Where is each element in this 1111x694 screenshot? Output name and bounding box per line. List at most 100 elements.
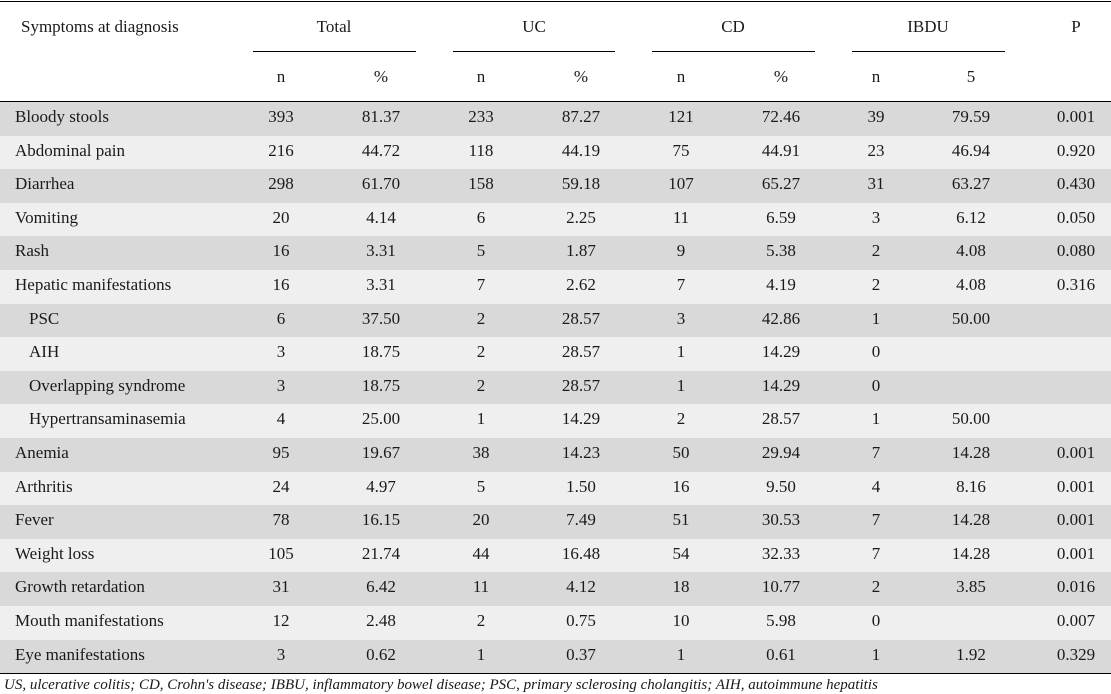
table-cell: 19.67 [361,442,401,462]
table-cell: 5.98 [766,610,796,630]
table-cell: 2 [871,577,881,597]
table-cell: 5 [476,476,486,496]
table-cell: 75 [672,140,690,160]
table-cell: 11 [672,207,690,227]
table-cell: 81.37 [361,107,401,126]
table-cell: 233 [468,107,494,126]
table-cell: 54 [672,543,690,563]
row-label: AIH [29,342,60,362]
group-rule-uc [453,51,615,52]
table-cell: 3 [276,342,286,362]
table-row: Arthritis 24 4.97 5 1.50 16 9.50 4 8.16 0.001 [0,471,1111,506]
table-cell: 7 [871,510,881,530]
table-cell: 18.75 [361,342,401,362]
table-cell: 59.18 [561,174,601,194]
subheader-cell: 5 [966,67,976,86]
table-cell: 0.62 [366,644,396,664]
table-cell: 46.94 [951,140,991,160]
row-label: Abdominal pain [15,140,126,160]
table-cell: 2.62 [566,274,596,294]
p-value-cell: 0.007 [1056,610,1096,630]
table-cell: 0 [871,342,881,362]
table-cell: 44.19 [561,140,601,160]
table-cell: 38 [472,442,490,462]
p-value-cell: 0.329 [1056,644,1096,664]
table-cell: 4.08 [956,241,986,261]
table-cell: 1 [871,644,881,664]
p-value-cell [1041,371,1111,405]
table-row: Fever 78 16.15 20 7.49 51 30.53 7 14.28 0.001 [0,505,1111,539]
table-cell: 0 [871,610,881,630]
table-cell: 4 [276,409,286,429]
table-cell [936,606,1006,640]
p-value-cell: 0.080 [1056,241,1096,261]
table-cell: 3.85 [956,577,986,597]
table-cell: 95 [272,442,290,462]
table-cell: 7.49 [566,510,596,530]
row-label: Hypertransaminasemia [29,409,186,429]
table-cell: 28.57 [561,342,601,362]
table-cell: 18.75 [361,375,401,395]
table-cell: 3 [676,308,686,328]
group-rule-ibdu [852,51,1005,52]
table-cell: 216 [268,140,294,160]
table-row: Hypertransaminasemia 4 25.00 1 14.29 2 28.57 1 5… [0,404,1111,438]
table-body: Bloody stools 393 81.37 233 87.27 121 72.46 39 7… [0,102,1111,674]
table-cell: 16.48 [561,543,601,563]
table-cell: 1 [676,644,686,664]
table-cell: 7 [871,442,881,462]
table-row: Abdominal pain 216 44.72 118 44.19 75 44.91 23 4… [0,135,1111,170]
table-cell: 16.15 [361,510,401,530]
table-footnote: US, ulcerative colitis; CD, Crohn's dise… [4,677,878,693]
table-row: Diarrhea 298 61.70 158 59.18 107 65.27 31 63.27 0… [0,169,1111,203]
table-cell: 158 [468,174,494,194]
table-cell: 24 [272,476,290,496]
table-cell: 6 [276,308,286,328]
row-label: Eye manifestations [15,644,145,664]
table-cell: 3.31 [366,241,396,261]
table-cell: 14.28 [951,543,991,563]
table-row: Eye manifestations 3 0.62 1 0.37 1 0.61 1 1.92 0.… [0,639,1111,674]
table-cell: 2.48 [366,610,396,630]
table-cell: 7 [476,274,486,294]
table-row: Bloody stools 393 81.37 233 87.27 121 72.46 39 7… [0,102,1111,136]
table-cell: 1 [676,342,686,362]
row-label: Weight loss [15,543,95,563]
p-value-cell: 0.001 [1056,510,1096,530]
table-cell: 6.12 [956,207,986,227]
row-label: Rash [15,241,49,261]
table-cell: 4.12 [566,577,596,597]
table-cell: 2 [476,342,486,362]
row-label: Mouth manifestations [15,610,164,630]
table-cell: 2 [871,241,881,261]
table-row: Weight loss 105 21.74 44 16.48 54 32.33 7 14.28 0… [0,538,1111,573]
header-symptoms: Symptoms at diagnosis [21,17,179,36]
table-cell: 18 [672,577,690,597]
table-cell: 28.57 [561,375,601,395]
subheader-cell: % [773,67,789,86]
table-cell: 2.25 [566,207,596,227]
table-cell: 16 [272,241,290,261]
table-cell: 0.37 [566,644,596,664]
subheader-cell: n [676,67,686,86]
table-cell: 14.29 [761,375,801,395]
table-row: Anemia 95 19.67 38 14.23 50 29.94 7 14.28 0.001 [0,437,1111,472]
p-value-cell: 0.016 [1056,577,1096,597]
table-cell: 4.14 [366,207,396,227]
table-cell: 14.29 [761,342,801,362]
table-cell: 2 [476,308,486,328]
table-row: Rash 16 3.31 5 1.87 9 5.38 2 4.08 0.080 [0,236,1111,270]
table-cell: 118 [468,140,494,160]
table-row: Vomiting 20 4.14 6 2.25 11 6.59 3 6.12 0.050 [0,202,1111,237]
table-cell: 5 [476,241,486,261]
table-cell: 0 [871,375,881,395]
row-label: Arthritis [15,476,73,496]
table-cell: 0.75 [566,610,596,630]
group-rule-cd [652,51,815,52]
table-cell: 14.28 [951,442,991,462]
table-cell: 2 [871,274,881,294]
table-row: Growth retardation 31 6.42 11 4.12 18 10.77 2 3.… [0,572,1111,606]
table-cell: 23 [867,140,885,160]
table-cell: 121 [668,107,694,126]
table-cell: 1.50 [566,476,596,496]
